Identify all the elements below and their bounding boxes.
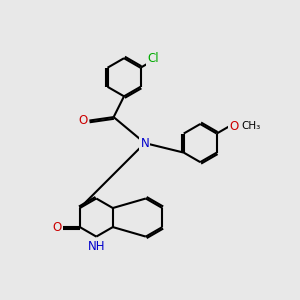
Text: O: O bbox=[229, 120, 238, 133]
Text: O: O bbox=[79, 114, 88, 127]
Text: N: N bbox=[140, 136, 149, 150]
Text: O: O bbox=[53, 220, 62, 234]
Text: Cl: Cl bbox=[147, 52, 159, 65]
Text: CH₃: CH₃ bbox=[241, 122, 260, 131]
Text: NH: NH bbox=[88, 240, 105, 253]
